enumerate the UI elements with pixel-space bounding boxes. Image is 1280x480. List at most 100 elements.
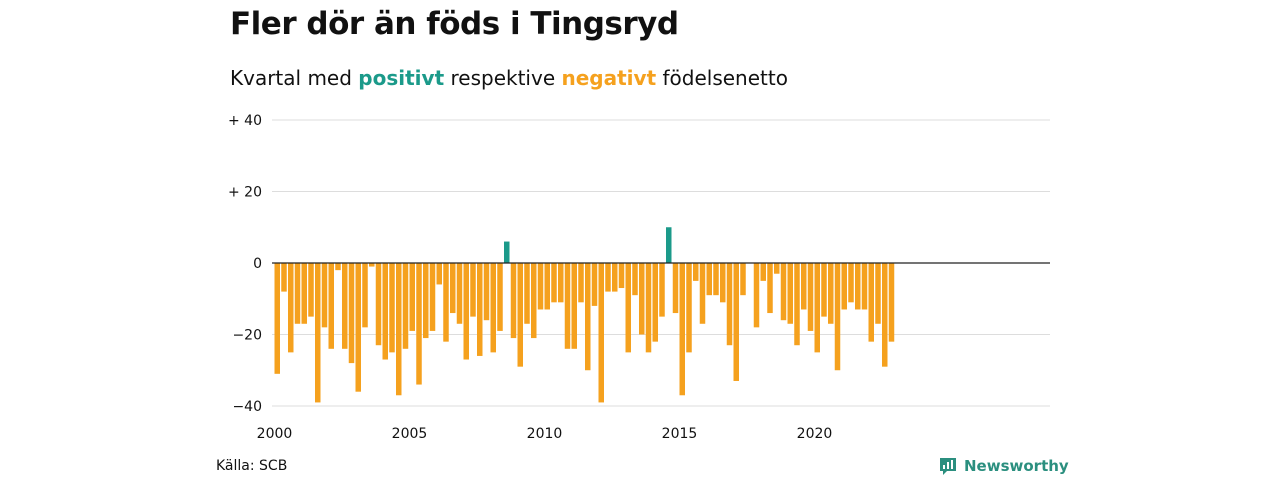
brand-name: Newsworthy — [964, 457, 1069, 475]
subtitle-middle: respektive — [450, 66, 556, 90]
bar — [328, 263, 334, 349]
newsworthy-logo: Newsworthy — [938, 456, 1069, 476]
bar-chart: + 40 + 20 0 −20 −40 2000 2005 2010 2015 2020 — [228, 113, 1050, 442]
bar — [362, 263, 368, 328]
bar — [679, 263, 685, 396]
bar — [875, 263, 881, 324]
bar — [882, 263, 888, 367]
bar — [632, 263, 638, 296]
bar — [443, 263, 449, 342]
chart-subtitle: Kvartal med positivt respektive negativt… — [230, 66, 788, 90]
bar — [402, 263, 409, 349]
bar — [369, 263, 375, 267]
bar — [564, 263, 571, 349]
bar — [348, 263, 355, 364]
bar — [321, 263, 328, 328]
bar — [848, 263, 854, 303]
bar — [281, 263, 287, 292]
bar — [517, 263, 523, 367]
y-tick-label: −40 — [232, 399, 262, 415]
bar — [666, 227, 672, 263]
bar — [389, 263, 395, 353]
bar — [605, 263, 611, 292]
bar — [888, 263, 895, 342]
bar — [429, 263, 436, 331]
bar — [470, 263, 476, 317]
bar — [753, 263, 760, 328]
y-tick-label: + 20 — [228, 185, 262, 201]
bar — [652, 263, 658, 342]
bar — [578, 263, 584, 303]
bar — [483, 263, 490, 321]
bar — [558, 263, 564, 303]
y-tick-label: + 40 — [228, 113, 262, 129]
bar — [828, 263, 834, 324]
bar — [672, 263, 679, 314]
bar — [544, 263, 550, 310]
bar — [463, 263, 469, 360]
subtitle-suffix: födelsenetto — [662, 66, 788, 90]
bar — [591, 263, 598, 306]
bar — [699, 263, 706, 324]
x-tick-label: 2000 — [257, 426, 293, 442]
chart-title: Fler dör än föds i Tingsryd — [230, 6, 679, 42]
subtitle-positive-word: positivt — [358, 66, 445, 90]
bar — [821, 263, 827, 317]
bar — [537, 263, 544, 310]
bar — [787, 263, 793, 324]
subtitle-negative-word: negativt — [561, 66, 657, 90]
bar — [450, 263, 456, 314]
bar — [510, 263, 517, 339]
bar — [855, 263, 861, 310]
bar — [308, 263, 314, 317]
bar — [416, 263, 422, 385]
bar — [774, 263, 780, 274]
bar — [625, 263, 631, 353]
bar — [794, 263, 800, 346]
bar — [639, 263, 645, 335]
bar — [456, 263, 463, 324]
bar — [686, 263, 692, 353]
bar — [834, 263, 841, 371]
x-tick-label: 2015 — [662, 426, 698, 442]
x-tick-label: 2010 — [527, 426, 563, 442]
bar — [524, 263, 530, 324]
bar — [807, 263, 814, 331]
bar — [645, 263, 652, 353]
bar — [801, 263, 807, 310]
bar — [598, 263, 604, 403]
bar — [868, 263, 874, 342]
bar — [504, 241, 510, 263]
bar — [612, 263, 618, 292]
subtitle-prefix: Kvartal med — [230, 66, 352, 90]
bar — [733, 263, 739, 381]
bar — [396, 263, 402, 396]
bar — [342, 263, 348, 349]
bar — [585, 263, 591, 371]
bar — [301, 263, 307, 324]
x-tick-label: 2005 — [392, 426, 428, 442]
bar — [571, 263, 577, 349]
bar — [490, 263, 496, 353]
bar — [355, 263, 361, 392]
bar — [294, 263, 301, 324]
bar — [706, 263, 712, 296]
bar — [618, 263, 625, 289]
bar — [760, 263, 766, 281]
x-tick-label: 2020 — [797, 426, 833, 442]
source-label: Källa: SCB — [216, 458, 288, 474]
bar — [274, 263, 280, 374]
bar — [713, 263, 719, 296]
bar — [382, 263, 388, 360]
bar — [841, 263, 847, 310]
bar — [720, 263, 726, 303]
bar — [693, 263, 699, 281]
bar — [423, 263, 429, 339]
bar — [375, 263, 382, 346]
bar — [780, 263, 787, 321]
bar — [335, 263, 341, 271]
bar — [659, 263, 665, 317]
bar — [726, 263, 733, 346]
bar — [497, 263, 503, 331]
bar — [315, 263, 321, 403]
